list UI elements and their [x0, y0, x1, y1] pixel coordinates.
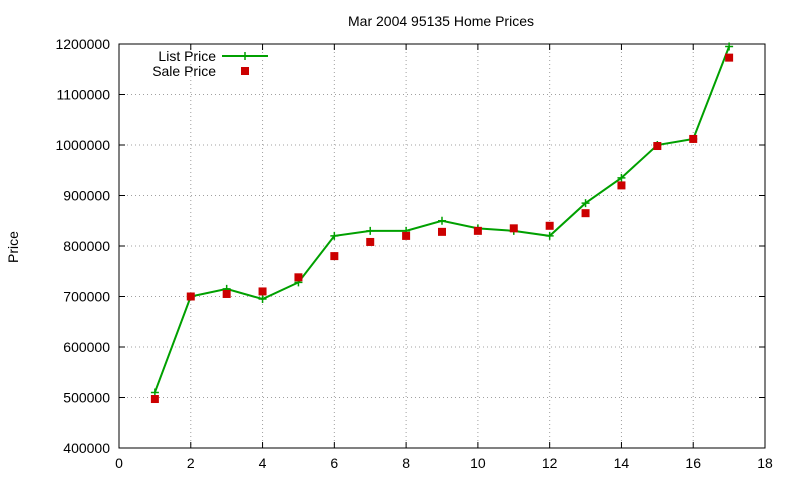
y-tick-label: 500000 [63, 390, 110, 406]
x-tick-label: 12 [542, 455, 558, 471]
sale-price-point [186, 292, 195, 301]
sale-price-point [258, 287, 267, 296]
sale-price-point [473, 226, 482, 235]
sale-price-point [653, 142, 662, 151]
x-tick-label: 16 [685, 455, 701, 471]
legend-label-sale-price: Sale Price [152, 63, 216, 79]
sale-price-point [294, 273, 303, 282]
legend-label-list-price: List Price [158, 48, 216, 64]
legend-marker-sale-price [241, 67, 249, 75]
x-tick-label: 10 [470, 455, 486, 471]
sale-price-point [617, 181, 626, 190]
x-tick-label: 6 [330, 455, 338, 471]
list-price-point [438, 216, 446, 225]
list-price-point [258, 295, 267, 304]
list-price-point [725, 42, 734, 51]
list-price-point [330, 231, 339, 240]
y-tick-label: 400000 [63, 440, 110, 456]
series-layer [150, 42, 734, 404]
sale-price-point [402, 231, 411, 240]
chart-title: Mar 2004 95135 Home Prices [348, 13, 534, 29]
y-tick-label: 700000 [63, 289, 110, 305]
sale-price-point [545, 221, 554, 230]
list-price-point [545, 231, 554, 240]
x-tick-label: 14 [614, 455, 630, 471]
sale-price-point [438, 227, 446, 236]
axis-ticks: 400000 500000 600000 700000 800000 900000 1000… [55, 36, 773, 471]
x-tick-label: 18 [757, 455, 773, 471]
sale-price-point [509, 224, 518, 233]
sale-price-point [689, 134, 698, 143]
sale-price-point [222, 289, 231, 298]
sale-price-point [366, 237, 375, 246]
sale-price-point [581, 209, 590, 218]
legend-marker-list-price [241, 52, 249, 60]
y-axis-label: Price [5, 231, 21, 263]
sale-price-point [330, 252, 339, 261]
grid-lines [119, 44, 765, 448]
x-tick-label: 2 [187, 455, 195, 471]
y-tick-label: 600000 [63, 339, 110, 355]
y-tick-label: 800000 [63, 238, 110, 254]
sale-price-point [150, 395, 159, 404]
list-price-point [617, 173, 626, 182]
list-price-point [366, 226, 375, 235]
list-price-point [581, 199, 590, 208]
y-tick-label: 1100000 [57, 87, 111, 103]
x-tick-label: 8 [402, 455, 410, 471]
sale-price-point [725, 53, 734, 62]
x-tick-label: 4 [259, 455, 267, 471]
x-tick-label: 0 [115, 455, 123, 471]
y-tick-label: 1000000 [55, 137, 110, 153]
y-tick-label: 900000 [63, 188, 110, 204]
y-tick-label: 1200000 [55, 36, 110, 52]
